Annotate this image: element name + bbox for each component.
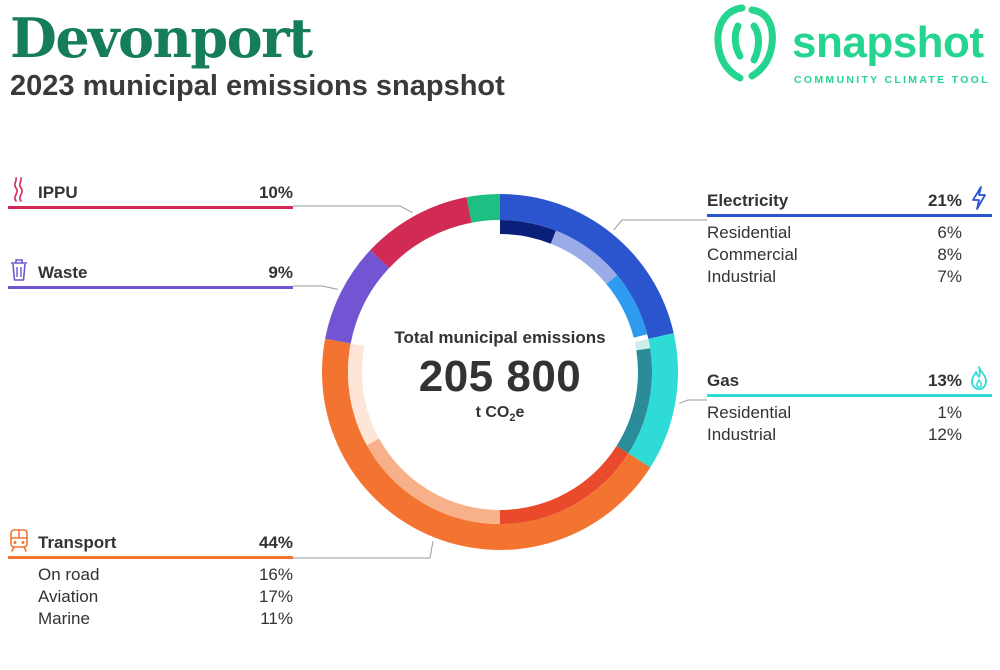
category-pct-gas: 13%: [927, 371, 962, 390]
category-pct-waste: 9%: [268, 263, 293, 282]
category-name-transport: Transport: [38, 533, 117, 552]
sub-label: Industrial: [707, 425, 776, 444]
category-panel-gas: Gas 13% Residential 1% Industrial 12%: [707, 366, 992, 447]
category-header-ippu: IPPU 10%: [8, 177, 293, 209]
sub-label: On road: [38, 565, 100, 584]
sub-row-transport-aviation: Aviation 17%: [8, 587, 293, 609]
emissions-unit: t CO2e: [475, 404, 525, 425]
train-icon: [10, 529, 28, 552]
smoke-icon: [14, 177, 23, 202]
category-name-ippu: IPPU: [38, 183, 78, 202]
sub-row-electricity-industrial: Industrial 7%: [707, 267, 962, 289]
sub-pct: 16%: [258, 565, 293, 584]
subslice-transport-2: [348, 343, 380, 446]
page-title: Devonport: [10, 6, 313, 70]
sub-label: Marine: [38, 609, 90, 628]
fingerprint-logo-icon: [714, 4, 776, 82]
category-pct-ippu: 10%: [258, 183, 293, 202]
sub-label: Residential: [707, 223, 792, 242]
sub-pct: 8%: [937, 245, 962, 264]
page-subtitle: 2023 municipal emissions snapshot: [10, 70, 505, 102]
lightning-icon: [972, 186, 986, 210]
sub-pct: 6%: [937, 223, 962, 242]
category-header-waste: Waste 9%: [8, 259, 293, 289]
subslice-electricity-1: [550, 230, 618, 285]
slice-waste: [325, 250, 390, 344]
sub-label: Industrial: [707, 267, 776, 286]
category-name-electricity: Electricity: [707, 191, 789, 210]
bin-icon: [11, 259, 27, 281]
subslice-electricity-2: [606, 275, 648, 338]
slice-other: [466, 194, 500, 223]
subslice-transport-1: [366, 438, 500, 524]
category-header-gas: Gas 13%: [707, 366, 992, 397]
slice-electricity: [500, 194, 674, 339]
category-pct-electricity: 21%: [927, 191, 962, 210]
sub-row-gas-residential: Residential 1%: [707, 403, 962, 425]
slice-gas: [628, 333, 678, 468]
sub-pct: 1%: [937, 403, 962, 422]
slice-ippu: [370, 197, 472, 268]
sub-row-transport-marine: Marine 11%: [8, 609, 293, 631]
category-pct-transport: 44%: [258, 533, 293, 552]
snapshot-logo: snapshot COMMUNITY CLIMATE TOOL: [712, 0, 1000, 90]
subslice-transport-0: [500, 445, 629, 524]
sub-pct: 7%: [937, 267, 962, 286]
category-name-gas: Gas: [707, 371, 740, 390]
sub-row-electricity-residential: Residential 6%: [707, 223, 962, 245]
category-name-waste: Waste: [38, 263, 88, 282]
leader-line-electricity: [613, 219, 707, 231]
sub-row-electricity-commercial: Commercial 8%: [707, 245, 962, 267]
category-panel-ippu: IPPU 10%: [8, 177, 293, 209]
subslice-gas-1: [616, 348, 652, 454]
sub-label: Residential: [707, 403, 792, 422]
leader-line-gas: [679, 399, 707, 404]
logo-tagline: COMMUNITY CLIMATE TOOL: [794, 74, 990, 86]
leader-line-ippu: [293, 205, 413, 213]
sub-row-transport-on-road: On road 16%: [8, 565, 293, 587]
logo-wordmark: snapshot: [792, 18, 984, 67]
center-label: Total municipal emissions: [394, 328, 606, 347]
sub-pct: 12%: [927, 425, 962, 444]
category-header-transport: Transport 44%: [8, 529, 293, 559]
leader-line-transport: [293, 541, 434, 559]
sub-label: Aviation: [38, 587, 99, 606]
sub-pct: 17%: [258, 587, 293, 606]
leader-line-waste: [293, 285, 338, 290]
category-panel-transport: Transport 44% On road 16% Aviation 17% Mar…: [8, 529, 293, 631]
subslice-gas-0: [634, 338, 651, 351]
total-emissions-value: 205 800: [418, 352, 582, 401]
category-panel-electricity: Electricity 21% Residential 6% Commercial…: [707, 186, 992, 289]
sub-pct: 11%: [260, 609, 293, 628]
sub-row-gas-industrial: Industrial 12%: [707, 425, 962, 447]
subslice-electricity-0: [500, 220, 556, 244]
category-panel-waste: Waste 9%: [8, 259, 293, 289]
sub-label: Commercial: [707, 245, 798, 264]
slice-transport: [322, 338, 651, 550]
flame-icon: [971, 366, 987, 390]
category-header-electricity: Electricity 21%: [707, 186, 992, 217]
